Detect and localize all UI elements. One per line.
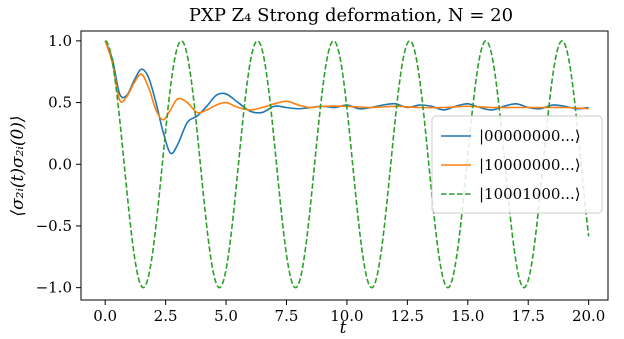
y-axis-label: ⟨σ₂ᵢ(t)σ₂ᵢ(0)⟩ <box>8 115 28 216</box>
y-tick-label: −0.5 <box>36 217 72 235</box>
y-tick-label: 1.0 <box>48 32 72 50</box>
x-tick-label: 2.5 <box>154 307 178 325</box>
y-tick-label: 0.0 <box>48 155 72 173</box>
legend-box <box>431 115 603 214</box>
y-tick-label: 0.5 <box>48 94 72 112</box>
legend-label-3: |10001000...⟩ <box>479 185 581 203</box>
plot-frame <box>80 30 609 301</box>
x-tick-label: 5.0 <box>214 307 238 325</box>
axes: 0.0 2.5 5.0 7.5 10.0 12.5 15.0 17.5 20.0 1.0 0.5 0.… <box>36 30 609 325</box>
legend: |00000000...⟩ |10000000...⟩ |10001000...⟩ <box>431 115 603 214</box>
x-tick-label: 10.0 <box>330 307 363 325</box>
x-tick-label: 15.0 <box>451 307 484 325</box>
y-tick-label: −1.0 <box>36 279 72 297</box>
x-axis-label: t <box>340 318 347 338</box>
legend-label-1: |00000000...⟩ <box>479 127 581 145</box>
x-tick-label: 7.5 <box>275 307 299 325</box>
x-tick-label: 12.5 <box>391 307 424 325</box>
x-tick-label: 17.5 <box>512 307 545 325</box>
x-tick-label: 0.0 <box>93 307 117 325</box>
series-line-2 <box>104 40 589 121</box>
chart-title: PXP Z₄ Strong deformation, N = 20 <box>189 5 513 26</box>
x-tick-label: 20.0 <box>572 307 605 325</box>
legend-label-2: |10000000...⟩ <box>479 156 581 174</box>
